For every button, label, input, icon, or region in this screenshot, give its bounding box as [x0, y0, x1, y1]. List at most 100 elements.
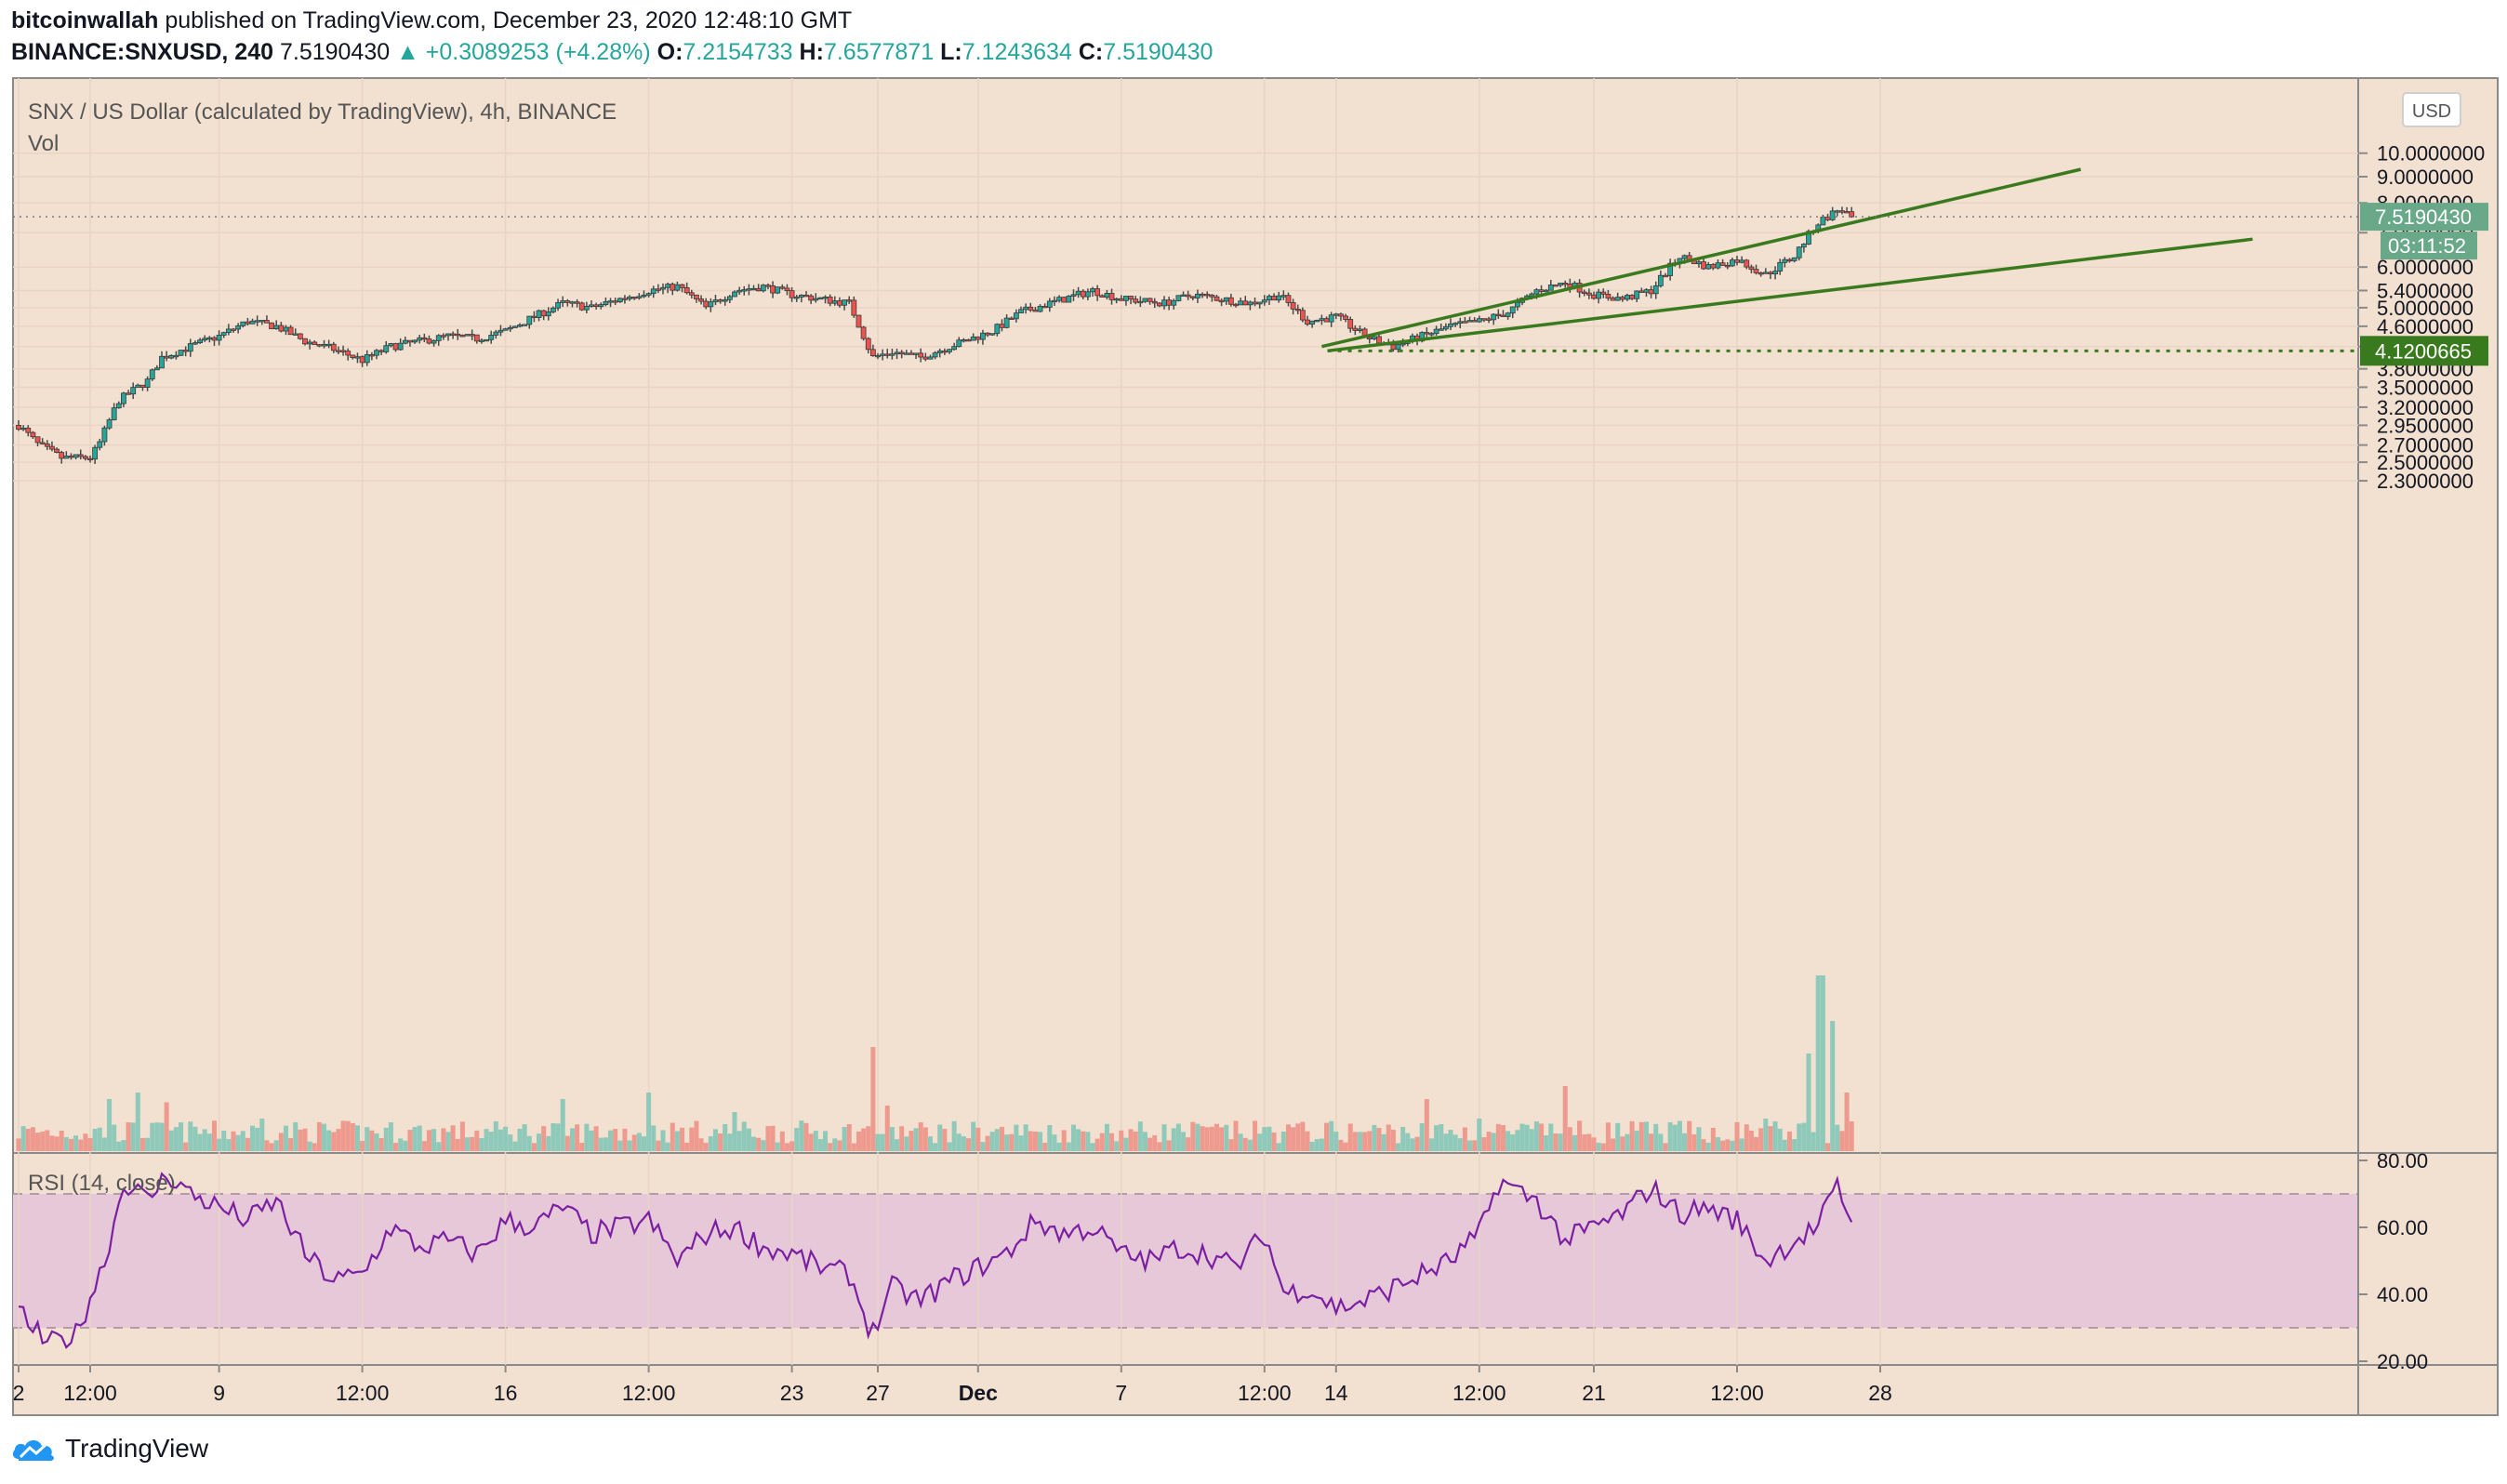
- volume-bar: [130, 1122, 136, 1151]
- candle-body: [1256, 301, 1263, 305]
- candle-body: [1495, 313, 1502, 316]
- volume-bar: [197, 1133, 203, 1151]
- candle-body: [1791, 257, 1797, 261]
- candle-body: [1084, 291, 1091, 298]
- volume-bar: [1434, 1125, 1439, 1151]
- candle-body: [536, 310, 542, 318]
- volume-bar: [1175, 1123, 1181, 1151]
- candle-body: [1075, 290, 1081, 296]
- tradingview-logo[interactable]: TradingView: [11, 1434, 208, 1464]
- volume-bar: [273, 1140, 279, 1151]
- volume-bar: [484, 1129, 489, 1151]
- last-price-badge-text: 7.5190430: [2375, 205, 2472, 229]
- time-axis[interactable]: 2 12:00 9 12:00 16 12:00 23 27 Dec 7 12:00 14 12:00 2…: [13, 1365, 1892, 1405]
- volume-bar: [927, 1136, 933, 1151]
- volume-bar: [1276, 1143, 1281, 1151]
- volume-bar: [283, 1125, 288, 1151]
- candle-body: [336, 350, 341, 352]
- candle-body: [488, 335, 495, 340]
- volume-bar: [455, 1138, 460, 1151]
- volume-bar: [1620, 1136, 1625, 1151]
- candle-body: [875, 354, 881, 358]
- volume-bar: [1754, 1136, 1759, 1151]
- candle-body: [1600, 291, 1607, 295]
- candle-body: [641, 294, 647, 298]
- candle-body: [1610, 298, 1616, 301]
- volume-bar: [1687, 1120, 1692, 1151]
- volume-bar: [40, 1132, 46, 1151]
- volume-bar: [846, 1123, 852, 1151]
- candle-body: [426, 338, 432, 344]
- candle-body: [287, 326, 294, 336]
- candle-body: [1772, 271, 1778, 274]
- volume-bar: [497, 1129, 503, 1151]
- candles: [16, 206, 1855, 464]
- volume-bar: [1744, 1124, 1749, 1151]
- volume-bar: [1357, 1132, 1362, 1151]
- candle-body: [1305, 319, 1310, 325]
- candle-body: [1605, 293, 1612, 298]
- volume-bar: [97, 1127, 102, 1151]
- close-value: 7.5190430: [1103, 39, 1214, 65]
- candle-body: [159, 355, 165, 369]
- volume-bar: [1730, 1140, 1735, 1151]
- volume-bar: [828, 1143, 833, 1151]
- volume-bar: [646, 1093, 652, 1151]
- volume-bar: [1338, 1139, 1344, 1151]
- volume-bar: [1280, 1132, 1286, 1151]
- candle-body: [1663, 274, 1668, 278]
- volume-bar: [674, 1131, 680, 1151]
- volume-bar: [1070, 1124, 1076, 1151]
- candle-body: [206, 337, 213, 340]
- candle-body: [374, 350, 379, 356]
- volume-bar: [1768, 1126, 1773, 1151]
- time-tick-label: 2: [13, 1381, 25, 1405]
- volume-bar: [1104, 1123, 1109, 1151]
- candle-body: [1452, 323, 1459, 325]
- volume-bar: [1166, 1140, 1172, 1151]
- volume-bar: [354, 1125, 360, 1151]
- candle-body: [1151, 300, 1158, 304]
- candle-body: [1008, 317, 1015, 320]
- candle-body: [1514, 301, 1520, 308]
- volume-bar: [803, 1122, 809, 1151]
- candle-body: [97, 441, 103, 448]
- candle-body: [511, 325, 518, 328]
- candle-body: [717, 299, 723, 302]
- volume-bar: [1477, 1119, 1482, 1151]
- candle-body: [746, 288, 752, 291]
- candle-body: [192, 342, 198, 345]
- volume-bar: [593, 1126, 599, 1151]
- volume-bar: [1347, 1123, 1353, 1151]
- footer-brand: TradingView: [65, 1434, 209, 1463]
- candle-body: [34, 436, 41, 444]
- candle-body: [1056, 297, 1062, 301]
- volume-bar: [1763, 1119, 1769, 1151]
- candle-body: [220, 332, 227, 336]
- rsi-tick-label: 40.00: [2377, 1283, 2428, 1306]
- volume-bar: [1061, 1130, 1067, 1151]
- candle-body: [913, 352, 919, 355]
- candle-body: [1252, 301, 1258, 305]
- price-tick-label: 2.7000000: [2377, 434, 2474, 457]
- author-name[interactable]: bitcoinwallah: [11, 7, 159, 33]
- volume-bar: [799, 1120, 804, 1151]
- volume-bar: [522, 1124, 527, 1151]
- candle-body: [502, 328, 509, 331]
- candle-body: [245, 321, 251, 325]
- currency-badge[interactable]: [2402, 92, 2461, 127]
- candle-body: [956, 339, 962, 348]
- price-axis[interactable]: 10.00000009.00000008.00000007.00000006.0…: [2358, 142, 2485, 493]
- candle-body: [965, 338, 972, 342]
- symbol-summary: BINANCE:SNXUSD, 240 7.5190430 ▲ +0.30892…: [11, 39, 1213, 66]
- drawings: [13, 167, 2358, 353]
- candle-body: [1037, 305, 1043, 312]
- candle-body: [464, 334, 471, 337]
- volume-bar: [398, 1138, 404, 1151]
- candle-body: [1180, 294, 1187, 298]
- volume-bar: [326, 1130, 332, 1151]
- volume-bar: [1797, 1123, 1802, 1151]
- volume-bar: [188, 1121, 193, 1151]
- volume-bar: [1611, 1138, 1616, 1151]
